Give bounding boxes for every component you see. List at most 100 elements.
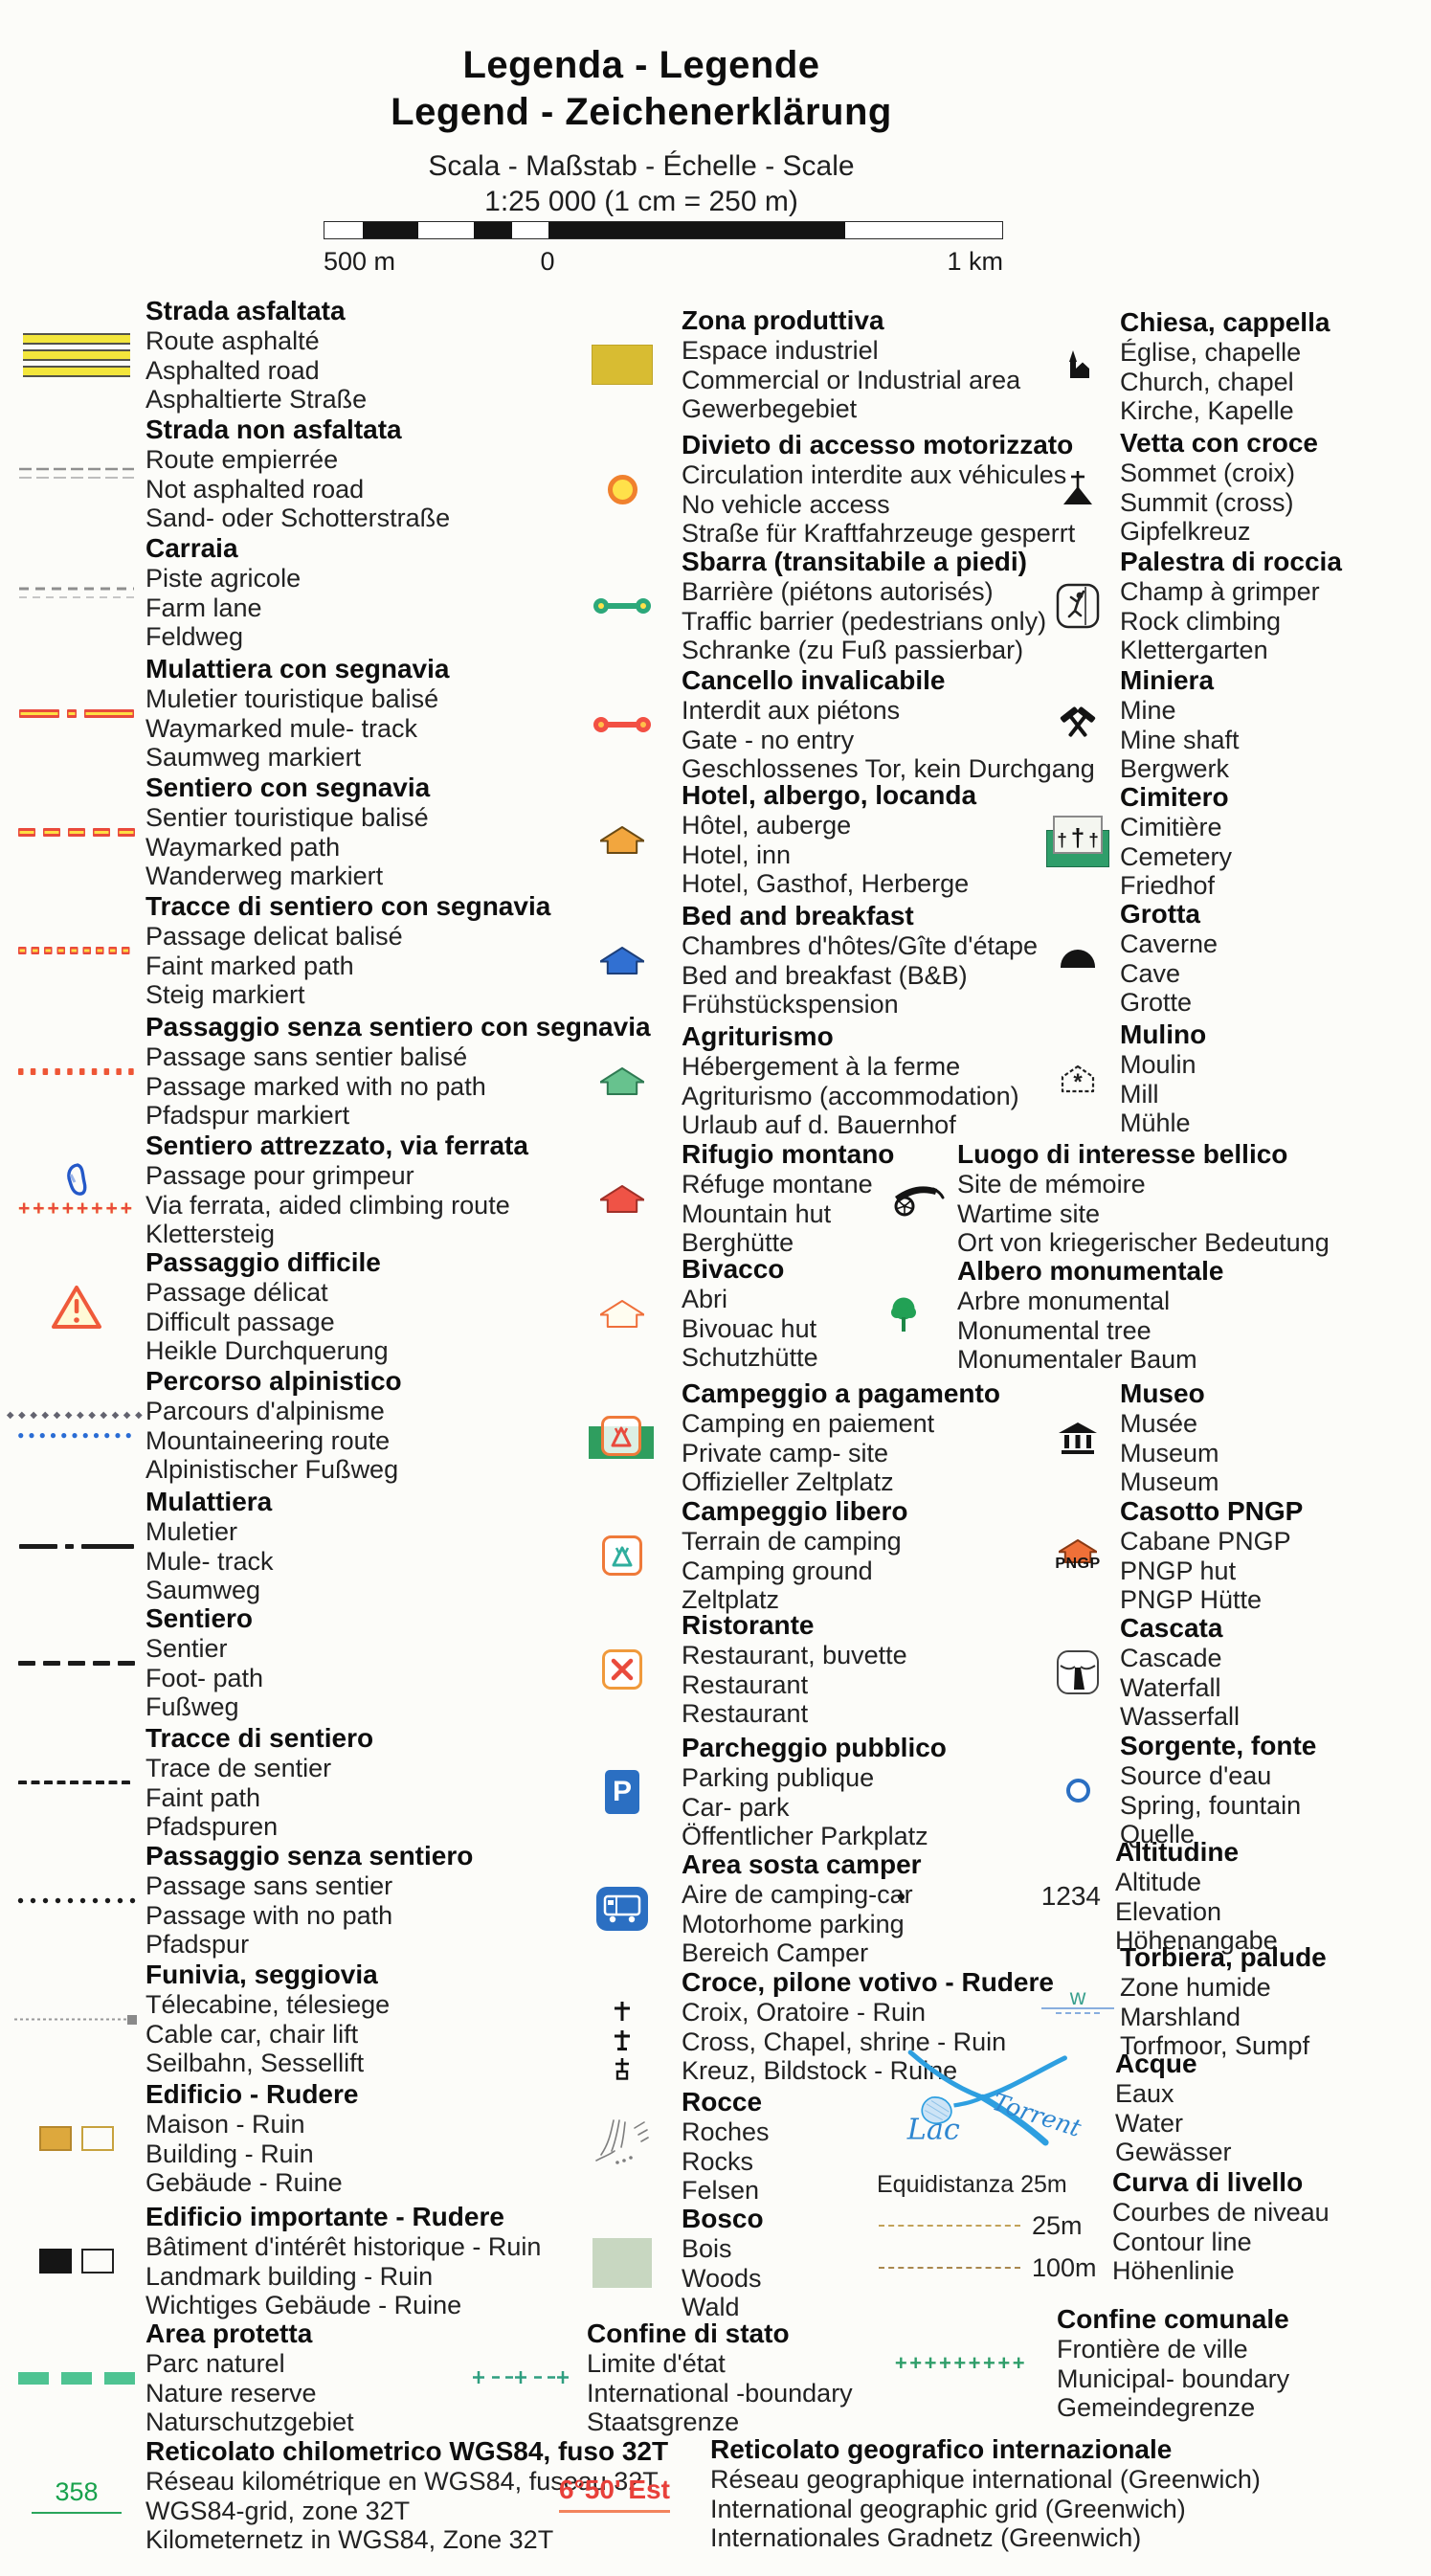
legend-entry-sentiero-attrezzato-via-ferrata: ++++++++ Sentiero attrezzato, via ferrata… <box>0 1130 1431 1252</box>
legend-entry-title: Palestra di roccia <box>1120 547 1342 576</box>
legend-entry-translation: Summit (cross) <box>1120 487 1294 517</box>
legend-entry-translation: Pfadspuren <box>145 1812 279 1841</box>
legend-entry-text: Bivacco Abri Bivouac hut Schutzhütte <box>682 1253 818 1373</box>
legend-entry-hotel-albergo-locanda: Hotel, albergo, locanda Hôtel, auberge Hot… <box>0 779 1431 902</box>
protected-area-symbol <box>13 2318 140 2438</box>
legend-entry-title: Cancello invalicabile <box>682 665 946 695</box>
legend-entry-translation: Building - Ruin <box>145 2139 314 2168</box>
legend-entry-text: Tracce di sentiero Trace de sentier Faint … <box>145 1722 373 1842</box>
legend-entry-translation: Monumental tree <box>957 1315 1152 1345</box>
camper-area-icon <box>572 1848 672 1969</box>
legend-entry-translation: Kirche, Kapelle <box>1120 396 1294 425</box>
legend-entry-text: Cimitero Cimitière Cemetery Friedhof <box>1120 781 1232 901</box>
no-vehicle-access-icon <box>572 429 672 549</box>
legend-entry-translation: Agriturismo (accommodation) <box>682 1081 1019 1110</box>
legend-entry-translation: Berghütte <box>682 1228 794 1257</box>
legend-entry-title: Acque <box>1115 2049 1197 2078</box>
km-grid-symbol: 358 <box>13 2435 140 2556</box>
legend-entry-translation: Parking publique <box>682 1763 875 1792</box>
scale-heading: Scala - Maßstab - Échelle - Scale <box>428 150 855 182</box>
legend-entry-title: Area sosta camper <box>682 1849 922 1879</box>
scale-bar-segments <box>324 221 1003 239</box>
legend-entry-vetta-con-croce: Vetta con croce Sommet (croix) Summit (cro… <box>0 427 1431 549</box>
legend-entry-text: Sentiero attrezzato, via ferrata Passage … <box>145 1130 528 1249</box>
legend-entry-text: Torbiera, palude Zone humide Marshland Torf… <box>1120 1941 1327 2061</box>
legend-entry-translation: Feldweg <box>145 622 244 651</box>
legend-entry-translation: Grotte <box>1120 988 1193 1017</box>
legend-entry-parcheggio-pubblico: P Parcheggio pubblico Parking publique Car-… <box>0 1732 1431 1854</box>
legend-entry-text: Palestra di roccia Champ à grimper Rock cl… <box>1120 546 1342 665</box>
legend-entry-translation: Sommet (croix) <box>1120 459 1296 487</box>
legend-entry-translation: Pfadspur <box>145 1930 250 1959</box>
legend-entry-translation: Naturschutzgebiet <box>145 2408 354 2436</box>
legend-entry-title: Miniera <box>1120 665 1215 695</box>
legend-entry-title: Passaggio senza sentiero <box>145 1841 474 1870</box>
legend-entry-strada-non-asfaltata: Strada non asfaltata Route empierrée Not a… <box>0 414 1431 536</box>
legend-entry-translation: Restaurant, buvette <box>682 1641 907 1669</box>
legend-entry-tracce-di-sentiero: Tracce di sentiero Trace de sentier Faint … <box>0 1722 1431 1845</box>
legend-entry-translation: Mountain hut <box>682 1198 832 1228</box>
legend-entry-text: Chiesa, cappella Église, chapelle Church, … <box>1120 306 1330 426</box>
legend-entry-translation: Waymarked path <box>145 832 341 862</box>
legend-entry-text: Curva di livello Courbes de niveau Contour… <box>1112 2166 1330 2286</box>
symbol-value: Equidistanza 25m <box>877 2170 1067 2198</box>
legend-entry-translation: Wasserfall <box>1120 1702 1241 1731</box>
legend-entry-campeggio-libero: Campeggio libero Terrain de camping Campin… <box>0 1495 1431 1618</box>
legend-entry-text: Reticolato chilometrico WGS84, fuso 32T R… <box>145 2435 668 2555</box>
scalebar-segment <box>548 222 845 238</box>
legend-entry-translation: Gemeindegrenze <box>1057 2393 1256 2422</box>
legend-entry-title: Grotta <box>1120 899 1200 929</box>
legend-header: Legenda - Legende Legend - Zeichenerklär… <box>0 42 1283 219</box>
bivouac-hut-icon <box>572 1253 672 1374</box>
pngp-hut-icon: PNGP <box>1032 1495 1124 1616</box>
legend-entry-translation: Cabane PNGP <box>1120 1527 1291 1556</box>
legend-entry-translation: Sand- oder Schotterstraße <box>145 504 451 532</box>
legend-entry-bosco: Bosco Bois Woods Wald <box>0 2203 1431 2325</box>
traffic-barrier-icon <box>572 546 672 666</box>
geographic-grid-symbol: 6°50' Est <box>528 2433 701 2554</box>
legend-entry-curva-di-livello: Equidistanza 25m 25m 100m Curva di livello C… <box>0 2166 1431 2289</box>
scalebar-segment <box>474 222 512 238</box>
legend-entry-translation: PNGP hut <box>1120 1556 1237 1585</box>
legend-entry-translation: Passage marked with no path <box>145 1071 486 1101</box>
legend-entry-text: Zona produttiva Espace industriel Commerci… <box>682 304 1020 424</box>
legend-entry-translation: Motorhome parking <box>682 1909 905 1938</box>
legend-entry-translation: Limite d'état <box>587 2349 726 2378</box>
legend-entry-text: Percorso alpinistico Parcours d'alpinisme… <box>145 1365 402 1485</box>
legend-entry-translation: Bergwerk <box>1120 754 1230 783</box>
scale-value: 1:25 000 (1 cm = 250 m) <box>484 186 798 217</box>
legend-entry-translation: Cable car, chair lift <box>145 2019 359 2049</box>
legend-entry-translation: Seilbahn, Sessellift <box>145 2049 365 2077</box>
legend-entry-mulino: * Mulino Moulin Mill Mühle <box>0 1019 1431 1141</box>
scalebar-label-left: 500 m <box>324 247 396 276</box>
legend-entry-translation: Abri <box>682 1285 728 1313</box>
legend-entry-translation: Trace de sentier <box>145 1754 332 1782</box>
legend-entry-translation: Via ferrata, aided climbing route <box>145 1190 510 1220</box>
legend-entry-title: Percorso alpinistico <box>145 1366 402 1396</box>
legend-entry-palestra-di-roccia: Palestra di roccia Champ à grimper Rock cl… <box>0 546 1431 668</box>
hotel-icon <box>572 779 672 900</box>
legend-entry-translation: No vehicle access <box>682 489 890 519</box>
legend-entry-translation: Hôtel, auberge <box>682 811 852 840</box>
via-ferrata-carabiner-icon: ++++++++ <box>13 1130 140 1250</box>
legend-entry-translation: Asphalted road <box>145 355 320 385</box>
svg-text:Lac: Lac <box>906 2114 960 2147</box>
legend-entry-title: Mulattiera con segnavia <box>145 654 450 683</box>
legend-entry-translation: Traffic barrier (pedestrians only) <box>682 606 1047 636</box>
legend-entry-title: Divieto di accesso motorizzato <box>682 430 1074 459</box>
legend-entry-translation: Schranke (zu Fuß passierbar) <box>682 636 1024 664</box>
legend-entry-translation: Camping ground <box>682 1556 873 1585</box>
page-title: Legenda - Legende <box>462 44 820 86</box>
scalebar-segment <box>418 222 474 238</box>
legend-entry-casotto-pngp: PNGP Casotto PNGP Cabane PNGP PNGP hut PNGP … <box>0 1495 1431 1618</box>
legend-entry-altitudine: 1234 Altitudine Altitude Elevation Höhenanga… <box>0 1836 1431 1959</box>
legend-entry-translation: Passage delicat balisé <box>145 922 403 951</box>
legend-entry-translation: Passage sans sentier balisé <box>145 1042 468 1071</box>
legend-entry-translation: Altitude <box>1115 1868 1202 1896</box>
legend-entry-title: Passaggio senza sentiero con segnavia <box>145 1012 651 1042</box>
legend-entry-title: Confine di stato <box>587 2318 790 2348</box>
legend-entry-translation: Site de mémoire <box>957 1170 1146 1198</box>
legend-entry-translation: Torfmoor, Sumpf <box>1120 2031 1310 2060</box>
legend-entry-sentiero: Sentiero Sentier Foot- path Fußweg <box>0 1602 1431 1725</box>
legend-entry-translation: Chambres d'hôtes/Gîte d'étape <box>682 931 1039 960</box>
